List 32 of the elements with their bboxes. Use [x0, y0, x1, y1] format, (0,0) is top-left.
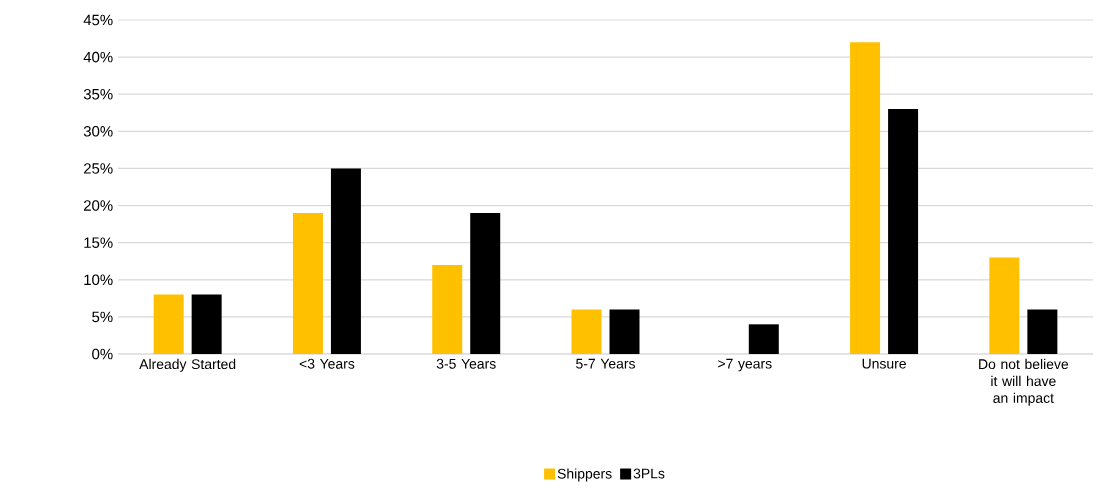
- bar: [153, 294, 184, 354]
- bar: [470, 212, 501, 354]
- x-tick-label: 5-7 Years: [576, 358, 635, 369]
- legend-label: Shippers: [557, 468, 612, 482]
- x-tick-label: <3 Years: [299, 358, 355, 369]
- x-tick-label: >7 years: [718, 358, 772, 372]
- bar: [330, 168, 361, 354]
- y-tick-label: 35%: [83, 88, 113, 100]
- y-tick-label: 30%: [83, 126, 113, 137]
- y-tick-label: 40%: [83, 51, 113, 63]
- y-tick-label: 0%: [92, 348, 113, 360]
- bar: [1027, 309, 1058, 354]
- legend-label: 3PLs: [633, 468, 665, 479]
- y-tick-label: 5%: [92, 311, 113, 323]
- bar: [571, 309, 602, 354]
- bar: [191, 294, 222, 354]
- bar: [292, 212, 323, 354]
- bar: [609, 309, 640, 354]
- y-tick-label: 45%: [83, 14, 113, 26]
- bar: [989, 257, 1020, 354]
- y-tick-label: 20%: [83, 200, 113, 211]
- y-tick-label: 25%: [83, 163, 113, 174]
- bar: [432, 264, 463, 354]
- bar: [850, 42, 881, 354]
- bar: [888, 109, 919, 354]
- x-tick-label: 3-5 Years: [436, 358, 496, 369]
- x-tick-label: Already Started: [139, 358, 236, 372]
- y-tick-label: 15%: [84, 237, 113, 248]
- x-tick-label: Unsure: [862, 358, 906, 369]
- bar: [748, 324, 779, 354]
- x-tick-label: Do not believe it will have an impact: [979, 358, 1069, 406]
- y-tick-label: 10%: [84, 274, 113, 286]
